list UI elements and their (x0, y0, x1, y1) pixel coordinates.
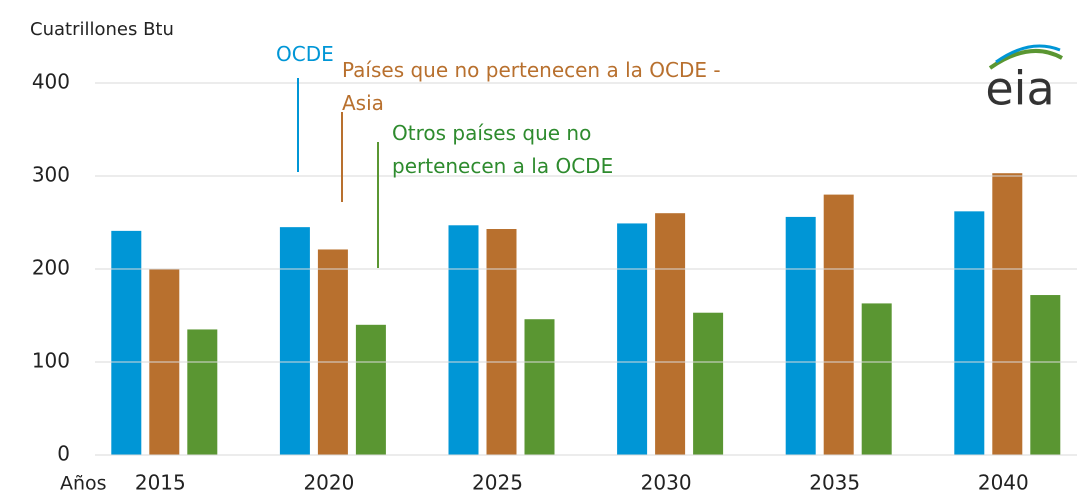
series-label: OCDE (276, 42, 334, 66)
y-tick-label: 0 (57, 442, 70, 466)
bar (524, 319, 555, 455)
y-tick-label: 400 (32, 70, 70, 94)
x-tick-label: 2015 (135, 471, 186, 494)
bar (785, 216, 816, 455)
bar (1030, 295, 1061, 455)
bar (486, 229, 517, 455)
bar (111, 230, 142, 455)
bar (355, 324, 386, 455)
bar (617, 223, 648, 455)
logo-swoosh (988, 48, 1063, 70)
bar (279, 227, 310, 455)
bar (693, 312, 724, 455)
x-tick-label: 2035 (809, 471, 860, 494)
x-tick-label: 2030 (641, 471, 692, 494)
bar (954, 211, 985, 455)
series-label: Otros países que no pertenecen a la OCDE (392, 121, 614, 178)
y-tick-label: 100 (32, 349, 70, 373)
logo: eia (985, 62, 1054, 116)
x-tick-label: 2020 (303, 471, 354, 494)
bar (448, 225, 479, 455)
y-axis-label: Cuatrillones Btu (30, 19, 174, 40)
x-tick-label: 2040 (978, 471, 1029, 494)
bar (992, 173, 1023, 455)
bar (655, 213, 686, 455)
y-tick-label: 300 (32, 163, 70, 187)
bar (861, 303, 892, 455)
series-label: Países que no pertenecen a la OCDE - Asi… (342, 58, 721, 115)
y-tick-label: 200 (32, 256, 70, 280)
x-tick-label: 2025 (472, 471, 523, 494)
x-axis-label: Años (60, 473, 107, 494)
bar (317, 249, 348, 455)
bar (823, 194, 854, 455)
logo-swoosh (995, 44, 1061, 64)
bar (187, 329, 218, 455)
